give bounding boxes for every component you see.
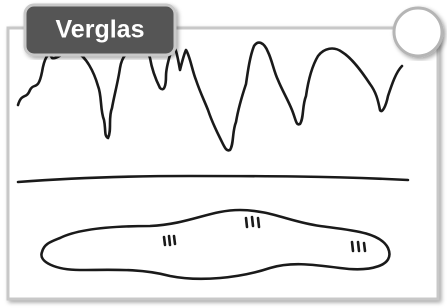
select-circle[interactable] [394, 8, 442, 56]
card-label: Verglas [56, 16, 145, 44]
page: Verglas (() => { const data = JSON.parse… [0, 0, 447, 308]
card-illustration: Verglas [0, 0, 447, 308]
card-frame [8, 28, 438, 299]
